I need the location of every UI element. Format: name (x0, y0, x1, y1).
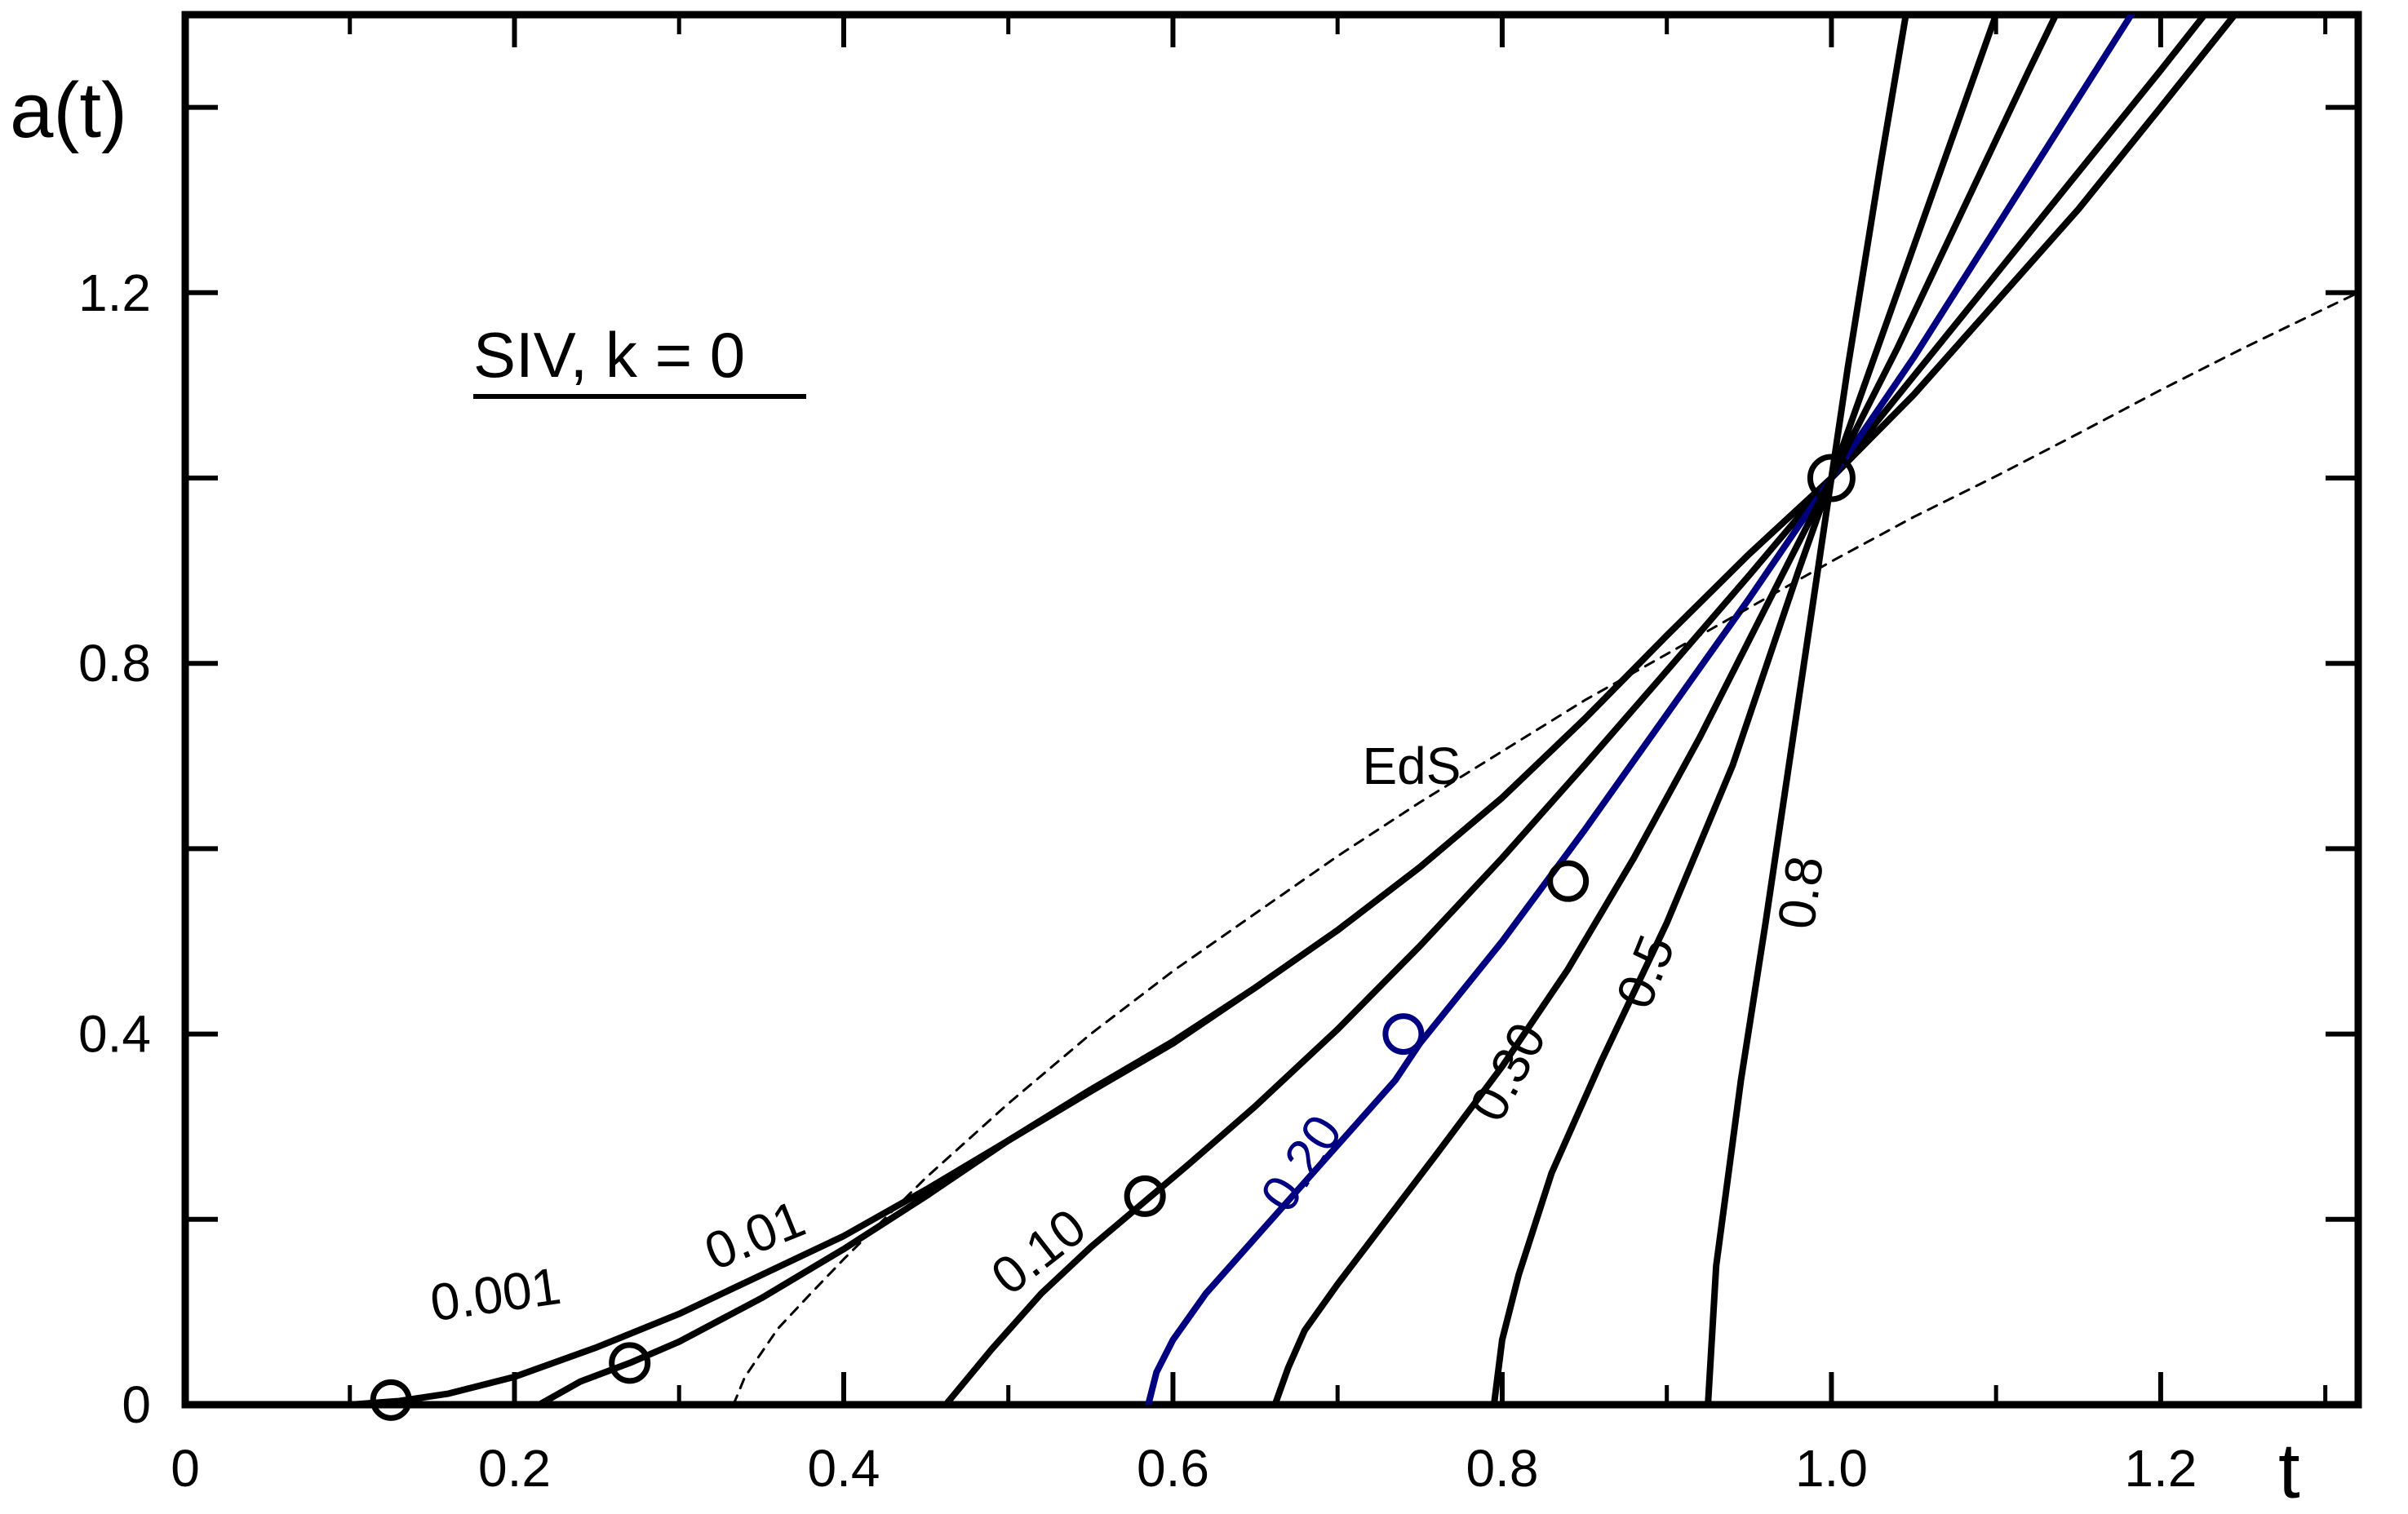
x-tick-label: 0.6 (1137, 1439, 1209, 1498)
x-tick-label: 0.2 (478, 1439, 551, 1498)
series-line-0-30 (1271, 15, 2060, 1405)
series-marker-0-10 (1124, 1175, 1166, 1217)
intersection-marker (1807, 454, 1856, 502)
series-label-0-20: 0.20 (1248, 1105, 1353, 1222)
y-tick-label: 1.2 (78, 263, 151, 322)
series-label-0-01: 0.01 (697, 1189, 813, 1281)
x-tick-label: 1.2 (2124, 1439, 2197, 1498)
x-tick-label: 0.4 (807, 1439, 880, 1498)
x-tick-label: 0 (171, 1439, 200, 1498)
x-tick-label: 1.0 (1795, 1439, 1868, 1498)
series-marker-0-001 (370, 1379, 412, 1421)
series-label-0-8: 0.8 (1767, 852, 1835, 932)
x-tick-label: 0.8 (1466, 1439, 1538, 1498)
series-line-0-8 (1705, 15, 1909, 1405)
y-axis-title: a(t) (10, 67, 127, 154)
series-line-0-01 (535, 15, 2238, 1405)
series-label-EdS: EdS (1362, 737, 1461, 795)
series-label-0-5: 0.5 (1604, 927, 1686, 1016)
series-line-0-10 (942, 15, 2209, 1405)
series-line-EdS (732, 291, 2358, 1405)
x-axis-title: t (2278, 1428, 2300, 1514)
series-line-0-5 (1490, 15, 2000, 1405)
series-line-0-20 (1145, 15, 2135, 1405)
series-marker-0-01 (609, 1342, 651, 1384)
series-marker-0-20 (1382, 1013, 1425, 1056)
y-tick-label: 0.8 (78, 634, 151, 693)
chart-annotation: SIV, k = 0 (473, 319, 745, 391)
y-tick-label: 0.4 (78, 1005, 151, 1064)
series-label-0-10: 0.10 (980, 1197, 1096, 1306)
y-tick-label: 0 (122, 1375, 151, 1434)
series-label-0-001: 0.001 (427, 1256, 565, 1333)
series-marker-0-30 (1547, 860, 1590, 902)
series-label-0-30: 0.30 (1458, 1013, 1558, 1131)
